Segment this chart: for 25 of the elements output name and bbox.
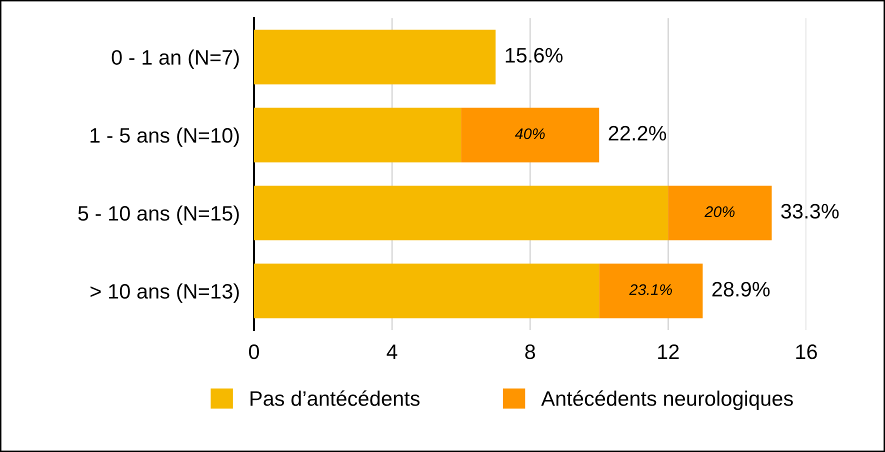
annotation: 33.3% — [781, 204, 839, 219]
y-tick-label: 0 - 1 an (N=7) — [112, 50, 239, 69]
bar — [254, 30, 496, 84]
x-tick-label: 8 — [525, 344, 536, 360]
bar — [461, 108, 600, 162]
annotation: 22.2% — [608, 126, 666, 141]
bar — [254, 264, 600, 318]
x-tick-label: 0 — [249, 344, 259, 360]
y-tick-label: 1 - 5 ans (N=10) — [90, 127, 239, 147]
bar — [599, 264, 703, 318]
x-tick-label: 12 — [658, 344, 679, 359]
annotation: 15.6% — [506, 48, 563, 63]
bar — [254, 186, 668, 240]
annotation: 23.1% — [629, 284, 672, 296]
annotation: 20% — [704, 206, 735, 218]
annotation: 40% — [514, 128, 545, 140]
annotation: 28.9% — [712, 282, 770, 297]
x-tick-label: 16 — [796, 344, 817, 360]
y-tick-label: > 10 ans (N=13) — [90, 283, 239, 303]
x-tick-label: 4 — [386, 344, 398, 359]
y-tick-label: 5 - 10 ans (N=15) — [78, 205, 239, 225]
bar — [254, 108, 462, 162]
legend-label: Antécédents neurologiques — [541, 390, 793, 410]
bar — [668, 186, 772, 240]
legend-label: Pas d’antécédents — [250, 390, 420, 406]
